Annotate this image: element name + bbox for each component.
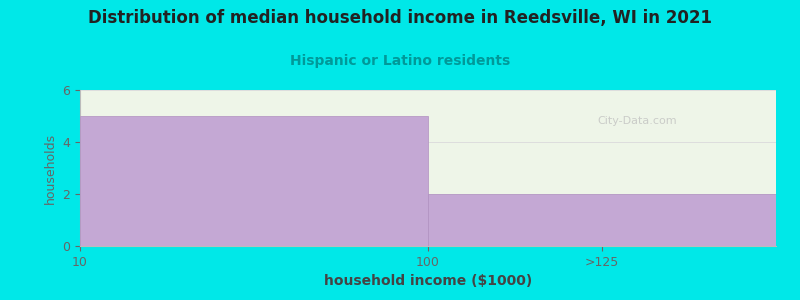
Text: City-Data.com: City-Data.com [597, 116, 677, 126]
X-axis label: household income ($1000): household income ($1000) [324, 274, 532, 288]
Text: Hispanic or Latino residents: Hispanic or Latino residents [290, 54, 510, 68]
Bar [428, 194, 776, 246]
Bar [80, 116, 428, 246]
Text: Distribution of median household income in Reedsville, WI in 2021: Distribution of median household income … [88, 9, 712, 27]
Y-axis label: households: households [44, 132, 57, 204]
